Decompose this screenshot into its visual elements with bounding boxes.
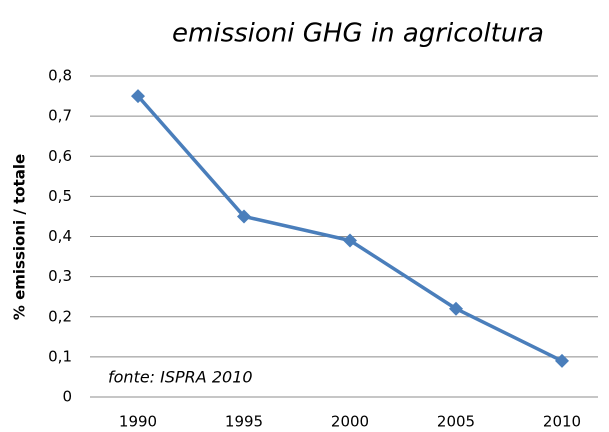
y-tick-label: 0 bbox=[62, 388, 72, 406]
x-tick-label: 2010 bbox=[543, 413, 581, 431]
y-tick-label: 0,4 bbox=[48, 227, 72, 245]
y-tick-label: 0,5 bbox=[48, 187, 72, 205]
chart-title: emissioni GHG in agricoltura bbox=[172, 19, 544, 49]
y-tick-label: 0,2 bbox=[48, 307, 72, 325]
x-tick-label: 2000 bbox=[331, 413, 369, 431]
marker bbox=[449, 301, 463, 316]
marker bbox=[237, 209, 251, 224]
y-axis-label: % emissioni / totale bbox=[11, 154, 29, 320]
annotation: fonte: ISPRA 2010 bbox=[108, 368, 253, 387]
series-line bbox=[136, 94, 563, 363]
y-tick-label: 0,7 bbox=[48, 107, 72, 125]
marker bbox=[131, 89, 145, 104]
x-tick-label: 1995 bbox=[225, 413, 263, 431]
y-tick-label: 0,3 bbox=[48, 267, 72, 285]
marker bbox=[343, 233, 357, 248]
x-tick-label: 2005 bbox=[437, 413, 475, 431]
x-tick-label: 1990 bbox=[119, 413, 157, 431]
y-tick-label: 0,6 bbox=[48, 147, 72, 165]
y-tick-label: 0,1 bbox=[48, 347, 72, 365]
y-tick-label: 0,8 bbox=[48, 67, 72, 85]
marker bbox=[555, 353, 569, 368]
